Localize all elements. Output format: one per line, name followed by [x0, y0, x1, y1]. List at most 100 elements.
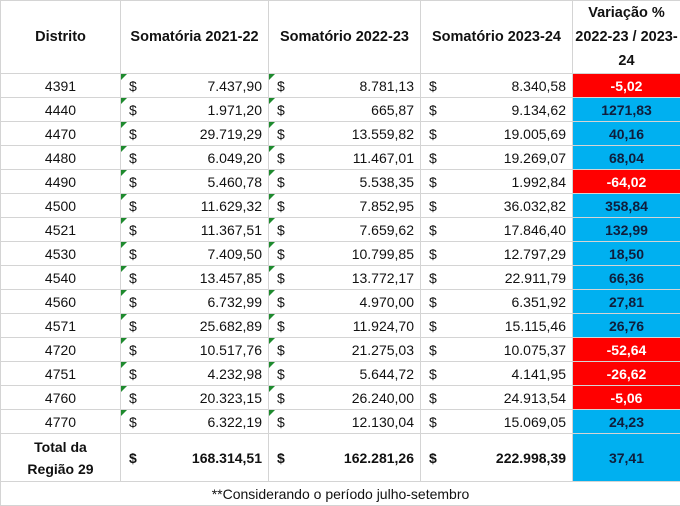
cell-v1[interactable]: $10.517,76 — [121, 338, 269, 362]
cell-v3[interactable]: $15.115,46 — [421, 314, 573, 338]
cell-v3[interactable]: $9.134,62 — [421, 98, 573, 122]
cell-v3[interactable]: $24.913,54 — [421, 386, 573, 410]
cell-variacao[interactable]: 1271,83 — [573, 98, 680, 122]
currency-symbol: $ — [129, 294, 137, 310]
cell-variacao[interactable]: -64,02 — [573, 170, 680, 194]
cell-v2[interactable]: $10.799,85 — [269, 242, 421, 266]
currency-symbol: $ — [429, 270, 437, 286]
total-variacao[interactable]: 37,41 — [573, 434, 680, 482]
cell-v2[interactable]: $11.924,70 — [269, 314, 421, 338]
total-v2-cell[interactable]: $162.281,26 — [269, 434, 421, 482]
cell-distrito[interactable]: 4571 — [1, 314, 121, 338]
cell-variacao[interactable]: 68,04 — [573, 146, 680, 170]
cell-distrito[interactable]: 4540 — [1, 266, 121, 290]
cell-distrito[interactable]: 4560 — [1, 290, 121, 314]
cell-v2[interactable]: $26.240,00 — [269, 386, 421, 410]
cell-variacao[interactable]: 40,16 — [573, 122, 680, 146]
cell-v1[interactable]: $25.682,89 — [121, 314, 269, 338]
cell-v2[interactable]: $665,87 — [269, 98, 421, 122]
cell-v1[interactable]: $5.460,78 — [121, 170, 269, 194]
cell-v3[interactable]: $10.075,37 — [421, 338, 573, 362]
cell-v3[interactable]: $19.269,07 — [421, 146, 573, 170]
cell-variacao[interactable]: 18,50 — [573, 242, 680, 266]
currency-symbol: $ — [277, 78, 285, 94]
cell-v3[interactable]: $8.340,58 — [421, 74, 573, 98]
total-v1-cell[interactable]: $168.314,51 — [121, 434, 269, 482]
table-row: 4760$20.323,15$26.240,00$24.913,54-5,06 — [1, 386, 680, 410]
cell-v2[interactable]: $21.275,03 — [269, 338, 421, 362]
cell-v2[interactable]: $4.970,00 — [269, 290, 421, 314]
cell-variacao[interactable]: -5,02 — [573, 74, 680, 98]
cell-v1[interactable]: $1.971,20 — [121, 98, 269, 122]
cell-v3[interactable]: $6.351,92 — [421, 290, 573, 314]
cell-v2[interactable]: $13.559,82 — [269, 122, 421, 146]
value-v2: 21.275,03 — [352, 342, 414, 358]
cell-v3[interactable]: $22.911,79 — [421, 266, 573, 290]
cell-distrito[interactable]: 4530 — [1, 242, 121, 266]
total-label-line1: Total da — [1, 436, 120, 458]
cell-variacao[interactable]: 27,81 — [573, 290, 680, 314]
total-label[interactable]: Total da Região 29 — [1, 434, 121, 482]
cell-v1[interactable]: $7.437,90 — [121, 74, 269, 98]
cell-v3[interactable]: $1.992,84 — [421, 170, 573, 194]
cell-v2[interactable]: $12.130,04 — [269, 410, 421, 434]
cell-distrito[interactable]: 4470 — [1, 122, 121, 146]
value-v3: 17.846,40 — [504, 222, 566, 238]
cell-v1[interactable]: $6.049,20 — [121, 146, 269, 170]
cell-distrito[interactable]: 4391 — [1, 74, 121, 98]
cell-v1[interactable]: $20.323,15 — [121, 386, 269, 410]
header-somatorio-2022-23[interactable]: Somatório 2022-23 — [269, 1, 421, 74]
cell-v1[interactable]: $11.367,51 — [121, 218, 269, 242]
cell-distrito[interactable]: 4480 — [1, 146, 121, 170]
table-row: 4720$10.517,76$21.275,03$10.075,37-52,64 — [1, 338, 680, 362]
header-distrito[interactable]: Distrito — [1, 1, 121, 74]
header-somatoria-2021-22[interactable]: Somatória 2021-22 — [121, 1, 269, 74]
currency-symbol: $ — [277, 270, 285, 286]
cell-variacao[interactable]: -52,64 — [573, 338, 680, 362]
cell-distrito[interactable]: 4500 — [1, 194, 121, 218]
cell-v1[interactable]: $4.232,98 — [121, 362, 269, 386]
cell-v1[interactable]: $11.629,32 — [121, 194, 269, 218]
cell-distrito[interactable]: 4521 — [1, 218, 121, 242]
cell-v1[interactable]: $6.732,99 — [121, 290, 269, 314]
cell-v2[interactable]: $7.659,62 — [269, 218, 421, 242]
cell-variacao[interactable]: -5,06 — [573, 386, 680, 410]
cell-v2[interactable]: $8.781,13 — [269, 74, 421, 98]
cell-v1[interactable]: $13.457,85 — [121, 266, 269, 290]
currency-symbol: $ — [129, 414, 137, 430]
value-v2: 665,87 — [371, 102, 414, 118]
cell-v2[interactable]: $11.467,01 — [269, 146, 421, 170]
value-v2: 11.467,01 — [353, 150, 414, 166]
cell-v3[interactable]: $19.005,69 — [421, 122, 573, 146]
cell-distrito[interactable]: 4770 — [1, 410, 121, 434]
cell-variacao[interactable]: 358,84 — [573, 194, 680, 218]
cell-v2[interactable]: $5.538,35 — [269, 170, 421, 194]
cell-distrito[interactable]: 4440 — [1, 98, 121, 122]
cell-distrito[interactable]: 4751 — [1, 362, 121, 386]
cell-variacao[interactable]: 66,36 — [573, 266, 680, 290]
cell-v3[interactable]: $17.846,40 — [421, 218, 573, 242]
cell-v1[interactable]: $6.322,19 — [121, 410, 269, 434]
cell-v2[interactable]: $13.772,17 — [269, 266, 421, 290]
footnote[interactable]: **Considerando o período julho-setembro — [1, 482, 680, 506]
cell-v3[interactable]: $12.797,29 — [421, 242, 573, 266]
header-somatorio-2023-24[interactable]: Somatório 2023-24 — [421, 1, 573, 74]
cell-v1[interactable]: $29.719,29 — [121, 122, 269, 146]
cell-variacao[interactable]: 24,23 — [573, 410, 680, 434]
cell-variacao[interactable]: 132,99 — [573, 218, 680, 242]
cell-v3[interactable]: $36.032,82 — [421, 194, 573, 218]
cell-distrito[interactable]: 4490 — [1, 170, 121, 194]
cell-v2[interactable]: $5.644,72 — [269, 362, 421, 386]
cell-v2[interactable]: $7.852,95 — [269, 194, 421, 218]
cell-distrito[interactable]: 4760 — [1, 386, 121, 410]
cell-v3[interactable]: $15.069,05 — [421, 410, 573, 434]
header-variacao[interactable]: Variação % 2022-23 / 2023-24 — [573, 1, 680, 74]
cell-variacao[interactable]: -26,62 — [573, 362, 680, 386]
cell-v1[interactable]: $7.409,50 — [121, 242, 269, 266]
cell-variacao[interactable]: 26,76 — [573, 314, 680, 338]
cell-distrito[interactable]: 4720 — [1, 338, 121, 362]
total-v3-cell[interactable]: $222.998,39 — [421, 434, 573, 482]
cell-v3[interactable]: $4.141,95 — [421, 362, 573, 386]
currency-symbol: $ — [277, 294, 285, 310]
header-row: Distrito Somatória 2021-22 Somatório 202… — [1, 1, 680, 74]
